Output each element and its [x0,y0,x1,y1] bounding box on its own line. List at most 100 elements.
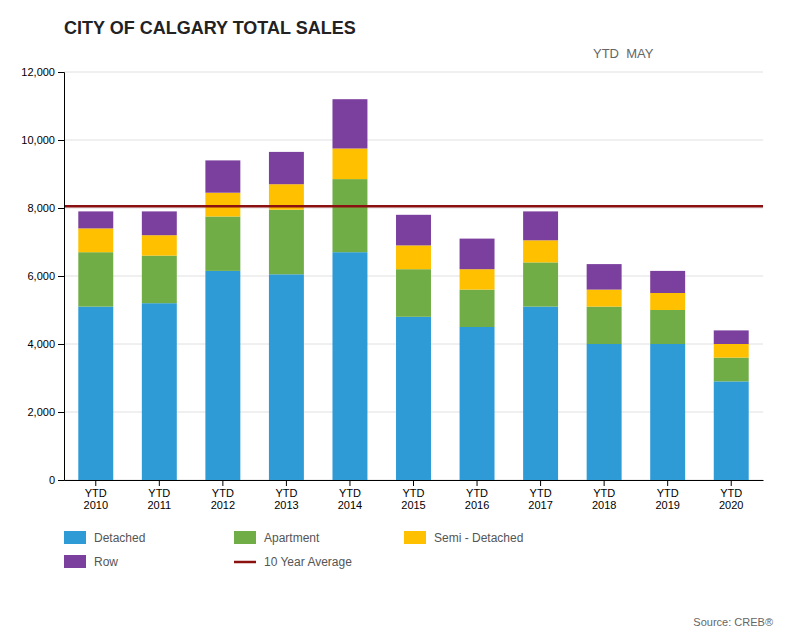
x-tick-label-line: YTD [530,487,552,499]
bar-series [78,149,748,358]
x-tick-label-line: 2012 [211,499,235,511]
legend-item: Detached [64,531,145,545]
y-tick-label: 0 [49,474,55,486]
x-tick-mark [667,480,668,486]
x-tick-label-line: 2010 [84,499,108,511]
legend-label: Row [94,555,118,569]
bar [460,290,495,327]
x-tick-label-line: YTD [339,487,361,499]
x-tick-label-line: 2016 [465,499,489,511]
y-tick-label: 12,000 [21,66,55,78]
annotation: Source: CREB® [693,616,773,628]
grid-line [64,140,763,141]
x-tick-label-line: 2020 [719,499,743,511]
x-tick-label-line: YTD [720,487,742,499]
bar [396,269,431,317]
bar [396,317,431,480]
x-tick: YTD2014 [338,480,362,511]
x-tick-mark [222,480,223,486]
bar [460,327,495,480]
x-tick-label-line: YTD [212,487,234,499]
grid-line [64,72,763,73]
bar [78,211,113,228]
x-tick-label: YTD2015 [401,487,425,512]
x-tick-label-line: YTD [275,487,297,499]
bar [523,211,558,240]
x-tick-label-line: 2017 [528,499,552,511]
legend-label: Apartment [264,531,320,545]
y-tick: 8,000 [27,202,64,214]
bar [332,99,367,148]
x-tick-mark [159,480,160,486]
y-tick-mark [58,276,64,277]
y-tick-label: 4,000 [27,338,55,350]
y-tick-mark [58,480,64,481]
bar-series [78,179,748,381]
bar [650,344,685,480]
x-tick-mark [413,480,414,486]
bar [205,193,240,217]
x-tick-mark [286,480,287,486]
bar [523,262,558,306]
bar [650,310,685,344]
chart: CITY OF CALGARY TOTAL SALESYTD MAY02,000… [0,0,793,640]
bar [650,271,685,293]
x-tick-label-line: 2013 [274,499,298,511]
y-tick: 2,000 [27,406,64,418]
bar [78,252,113,306]
bar [78,307,113,480]
x-tick-label-line: YTD [657,487,679,499]
bar [332,252,367,480]
legend-label: Semi - Detached [434,531,523,545]
x-tick-label-line: 2019 [655,499,679,511]
legend-label: 10 Year Average [264,555,352,569]
legend-item: Semi - Detached [404,531,523,545]
x-tick: YTD2016 [465,480,489,511]
x-tick-mark [349,480,350,486]
x-tick-label-line: 2018 [592,499,616,511]
y-tick-mark [58,344,64,345]
bar [396,245,431,269]
x-tick-label: YTD2019 [655,487,679,512]
x-tick-label: YTD2013 [274,487,298,512]
y-tick-label: 8,000 [27,202,55,214]
x-tick-mark [95,480,96,486]
bar [396,215,431,246]
bar [714,358,749,382]
reference-line [64,205,763,208]
y-tick: 6,000 [27,270,64,282]
bar [269,210,304,275]
bar [78,228,113,252]
y-tick-label: 10,000 [21,134,55,146]
bar [205,271,240,480]
bar [205,160,240,192]
bar [714,344,749,358]
y-tick-mark [58,412,64,413]
bar [269,152,304,184]
bar [269,274,304,480]
bar [142,256,177,304]
title: CITY OF CALGARY TOTAL SALES [64,18,356,38]
y-tick-mark [58,140,64,141]
bar [587,264,622,290]
x-tick-mark [731,480,732,486]
legend-swatch [404,531,426,544]
x-tick: YTD2011 [147,480,171,511]
bar [714,381,749,480]
legend-label: Detached [94,531,145,545]
y-tick: 4,000 [27,338,64,350]
grid [64,72,763,480]
x-tick-label-line: YTD [403,487,425,499]
legend-swatch [234,531,256,544]
legend-swatch [64,555,86,568]
bar-series [78,252,748,480]
bar [142,303,177,480]
bar [460,239,495,270]
plot: 0 2,000 4,000 6,000 8,000 10,000 12,000 YTD 2010… [21,66,763,511]
bar [587,290,622,307]
legend-item: Row [64,555,118,569]
legend-swatch [234,561,256,564]
x-tick-mark [604,480,605,486]
bar [332,149,367,180]
bar [523,307,558,480]
